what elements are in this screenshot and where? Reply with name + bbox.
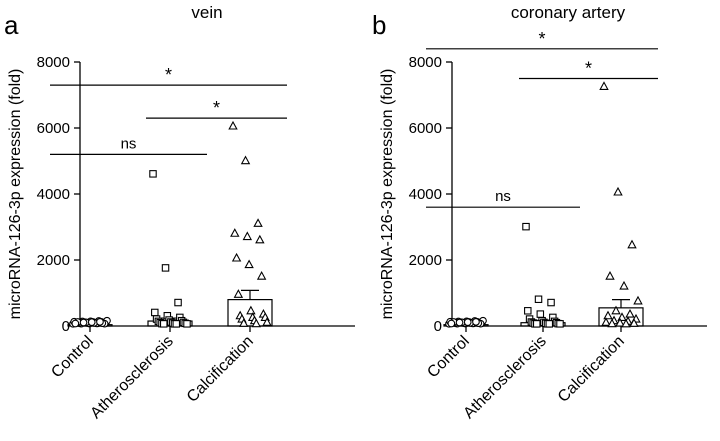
data-point-square — [536, 310, 545, 318]
data-point-circle — [447, 319, 456, 328]
data-point-square — [547, 298, 555, 307]
x-tick-label: Calcification — [555, 333, 628, 406]
data-point-circle — [79, 318, 88, 327]
chart-title: vein — [191, 3, 222, 22]
significance-label: * — [165, 65, 172, 85]
x-tick-label: Atherosclerosis — [87, 333, 176, 422]
significance-label: ns — [495, 188, 511, 205]
data-point-square — [151, 308, 159, 317]
data-point-triangle — [233, 289, 244, 298]
data-point-triangle — [251, 318, 261, 328]
data-point-triangle — [253, 218, 263, 227]
data-point-triangle — [605, 270, 615, 280]
significance-label: ns — [121, 135, 137, 152]
x-tick-label: Control — [48, 333, 96, 381]
data-point-circle — [463, 318, 472, 327]
data-point-triangle — [262, 317, 272, 326]
panel-label: b — [372, 10, 386, 40]
data-point-triangle — [613, 186, 623, 196]
data-point-triangle — [607, 318, 617, 328]
data-point-circle — [71, 319, 80, 328]
data-point-circle — [472, 318, 480, 326]
significance-label: * — [213, 98, 220, 118]
data-point-square — [524, 307, 532, 315]
data-point-square — [161, 264, 170, 272]
y-tick-label: 6000 — [409, 120, 442, 137]
y-tick-label: 4000 — [37, 186, 70, 203]
data-point-square — [149, 170, 157, 178]
data-point-triangle — [240, 155, 251, 165]
chart-title: coronary artery — [511, 3, 626, 22]
y-tick-label: 2000 — [37, 252, 70, 269]
data-point-triangle — [599, 81, 609, 90]
x-tick-label: Atherosclerosis — [460, 333, 549, 422]
data-point-triangle — [239, 318, 249, 327]
data-point-square — [556, 320, 564, 328]
data-point-square — [174, 298, 182, 307]
data-point-triangle — [246, 305, 256, 315]
data-point-triangle — [625, 308, 635, 318]
panel-label: a — [4, 10, 19, 40]
data-point-triangle — [615, 317, 625, 327]
data-point-circle — [455, 318, 464, 327]
data-point-triangle — [611, 305, 621, 315]
y-tick-label: 2000 — [409, 252, 442, 269]
data-point-square — [159, 320, 168, 328]
data-point-triangle — [603, 310, 613, 320]
data-point-circle — [96, 318, 104, 326]
data-point-square — [545, 320, 554, 328]
data-point-triangle — [627, 239, 637, 249]
data-point-triangle — [601, 317, 611, 326]
panel-vein: a vein microRNA-126-3p expression (fold) 0 2… — [4, 3, 355, 422]
data-point-square — [172, 320, 181, 328]
data-point-triangle — [231, 252, 242, 262]
panel-coronary-artery: b coronary artery microRNA-126-3p expressi… — [372, 3, 707, 422]
data-point-square — [183, 320, 191, 328]
data-point-triangle — [230, 228, 240, 237]
data-point-triangle — [256, 270, 267, 280]
data-point-triangle — [255, 234, 265, 244]
data-point-triangle — [242, 231, 253, 241]
data-point-triangle — [629, 318, 639, 327]
y-tick-label: 8000 — [409, 54, 442, 71]
y-tick-label: 0 — [62, 318, 70, 335]
y-tick-label: 0 — [434, 318, 442, 335]
significance-label: * — [538, 29, 545, 49]
y-axis-label: microRNA-126-3p expression (fold) — [379, 69, 396, 320]
x-tick-label: Calcification — [184, 333, 257, 406]
data-point-triangle — [619, 280, 629, 290]
data-point-square — [532, 320, 541, 328]
y-tick-label: 6000 — [37, 120, 70, 137]
data-point-triangle — [633, 295, 643, 305]
data-point-triangle — [621, 318, 631, 328]
y-axis-label: microRNA-126-3p expression (fold) — [7, 69, 24, 320]
data-point-circle — [87, 318, 96, 327]
data-point-triangle — [244, 259, 254, 269]
significance-label: * — [585, 59, 592, 79]
data-point-triangle — [228, 120, 238, 130]
y-tick-label: 8000 — [37, 54, 70, 71]
data-point-square — [534, 295, 543, 303]
x-tick-label: Control — [424, 333, 472, 381]
data-point-square — [522, 222, 530, 231]
y-tick-label: 4000 — [409, 186, 442, 203]
